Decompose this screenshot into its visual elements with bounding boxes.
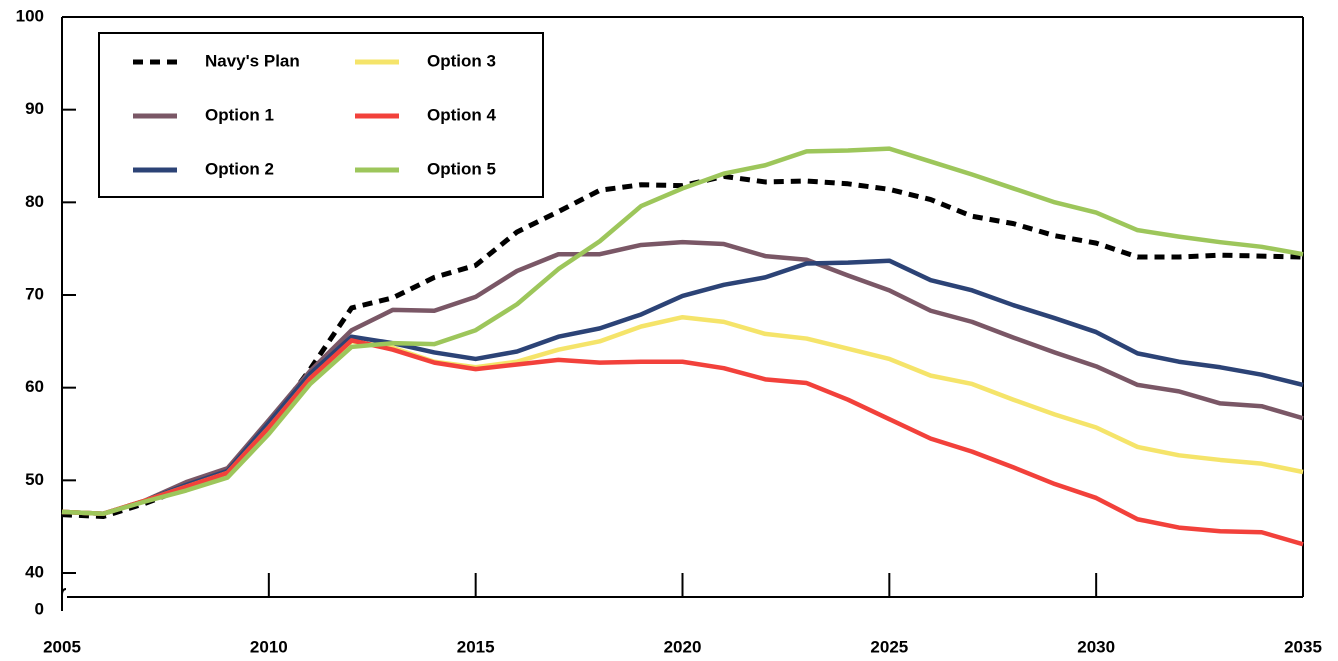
series-line — [61, 173, 1304, 519]
y-tick-label: 70 — [25, 284, 44, 303]
y-tick-label: 100 — [16, 6, 44, 25]
series-line — [61, 338, 1304, 547]
y-tick-label: 60 — [25, 377, 44, 396]
legend-label: Option 4 — [427, 105, 496, 124]
y-tick-label: 40 — [25, 562, 44, 581]
legend-label: Navy's Plan — [205, 51, 300, 70]
legend-label: Option 3 — [427, 51, 496, 70]
y-tick-label: 80 — [25, 192, 44, 211]
series-line — [61, 314, 1304, 516]
legend-label: Option 5 — [427, 159, 496, 178]
y-tick-label: 0 — [35, 599, 44, 618]
legend-label: Option 1 — [205, 105, 274, 124]
series-line — [61, 258, 1304, 516]
x-tick-label: 2005 — [43, 637, 81, 656]
y-tick-label: 90 — [25, 99, 44, 118]
x-tick-label: 2025 — [870, 637, 908, 656]
legend-label: Option 2 — [205, 159, 274, 178]
series-line — [61, 239, 1304, 516]
x-tick-label: 2015 — [457, 637, 495, 656]
x-tick-label: 2010 — [250, 637, 288, 656]
x-tick-label: 2020 — [664, 637, 702, 656]
series-line — [61, 146, 1304, 516]
x-tick-label: 2030 — [1077, 637, 1115, 656]
x-tick-label: 2035 — [1284, 637, 1322, 656]
y-tick-label: 50 — [25, 470, 44, 489]
